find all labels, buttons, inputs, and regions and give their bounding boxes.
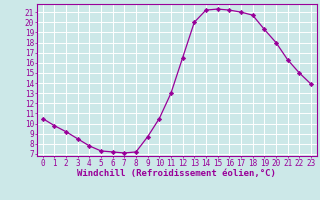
X-axis label: Windchill (Refroidissement éolien,°C): Windchill (Refroidissement éolien,°C) xyxy=(77,169,276,178)
